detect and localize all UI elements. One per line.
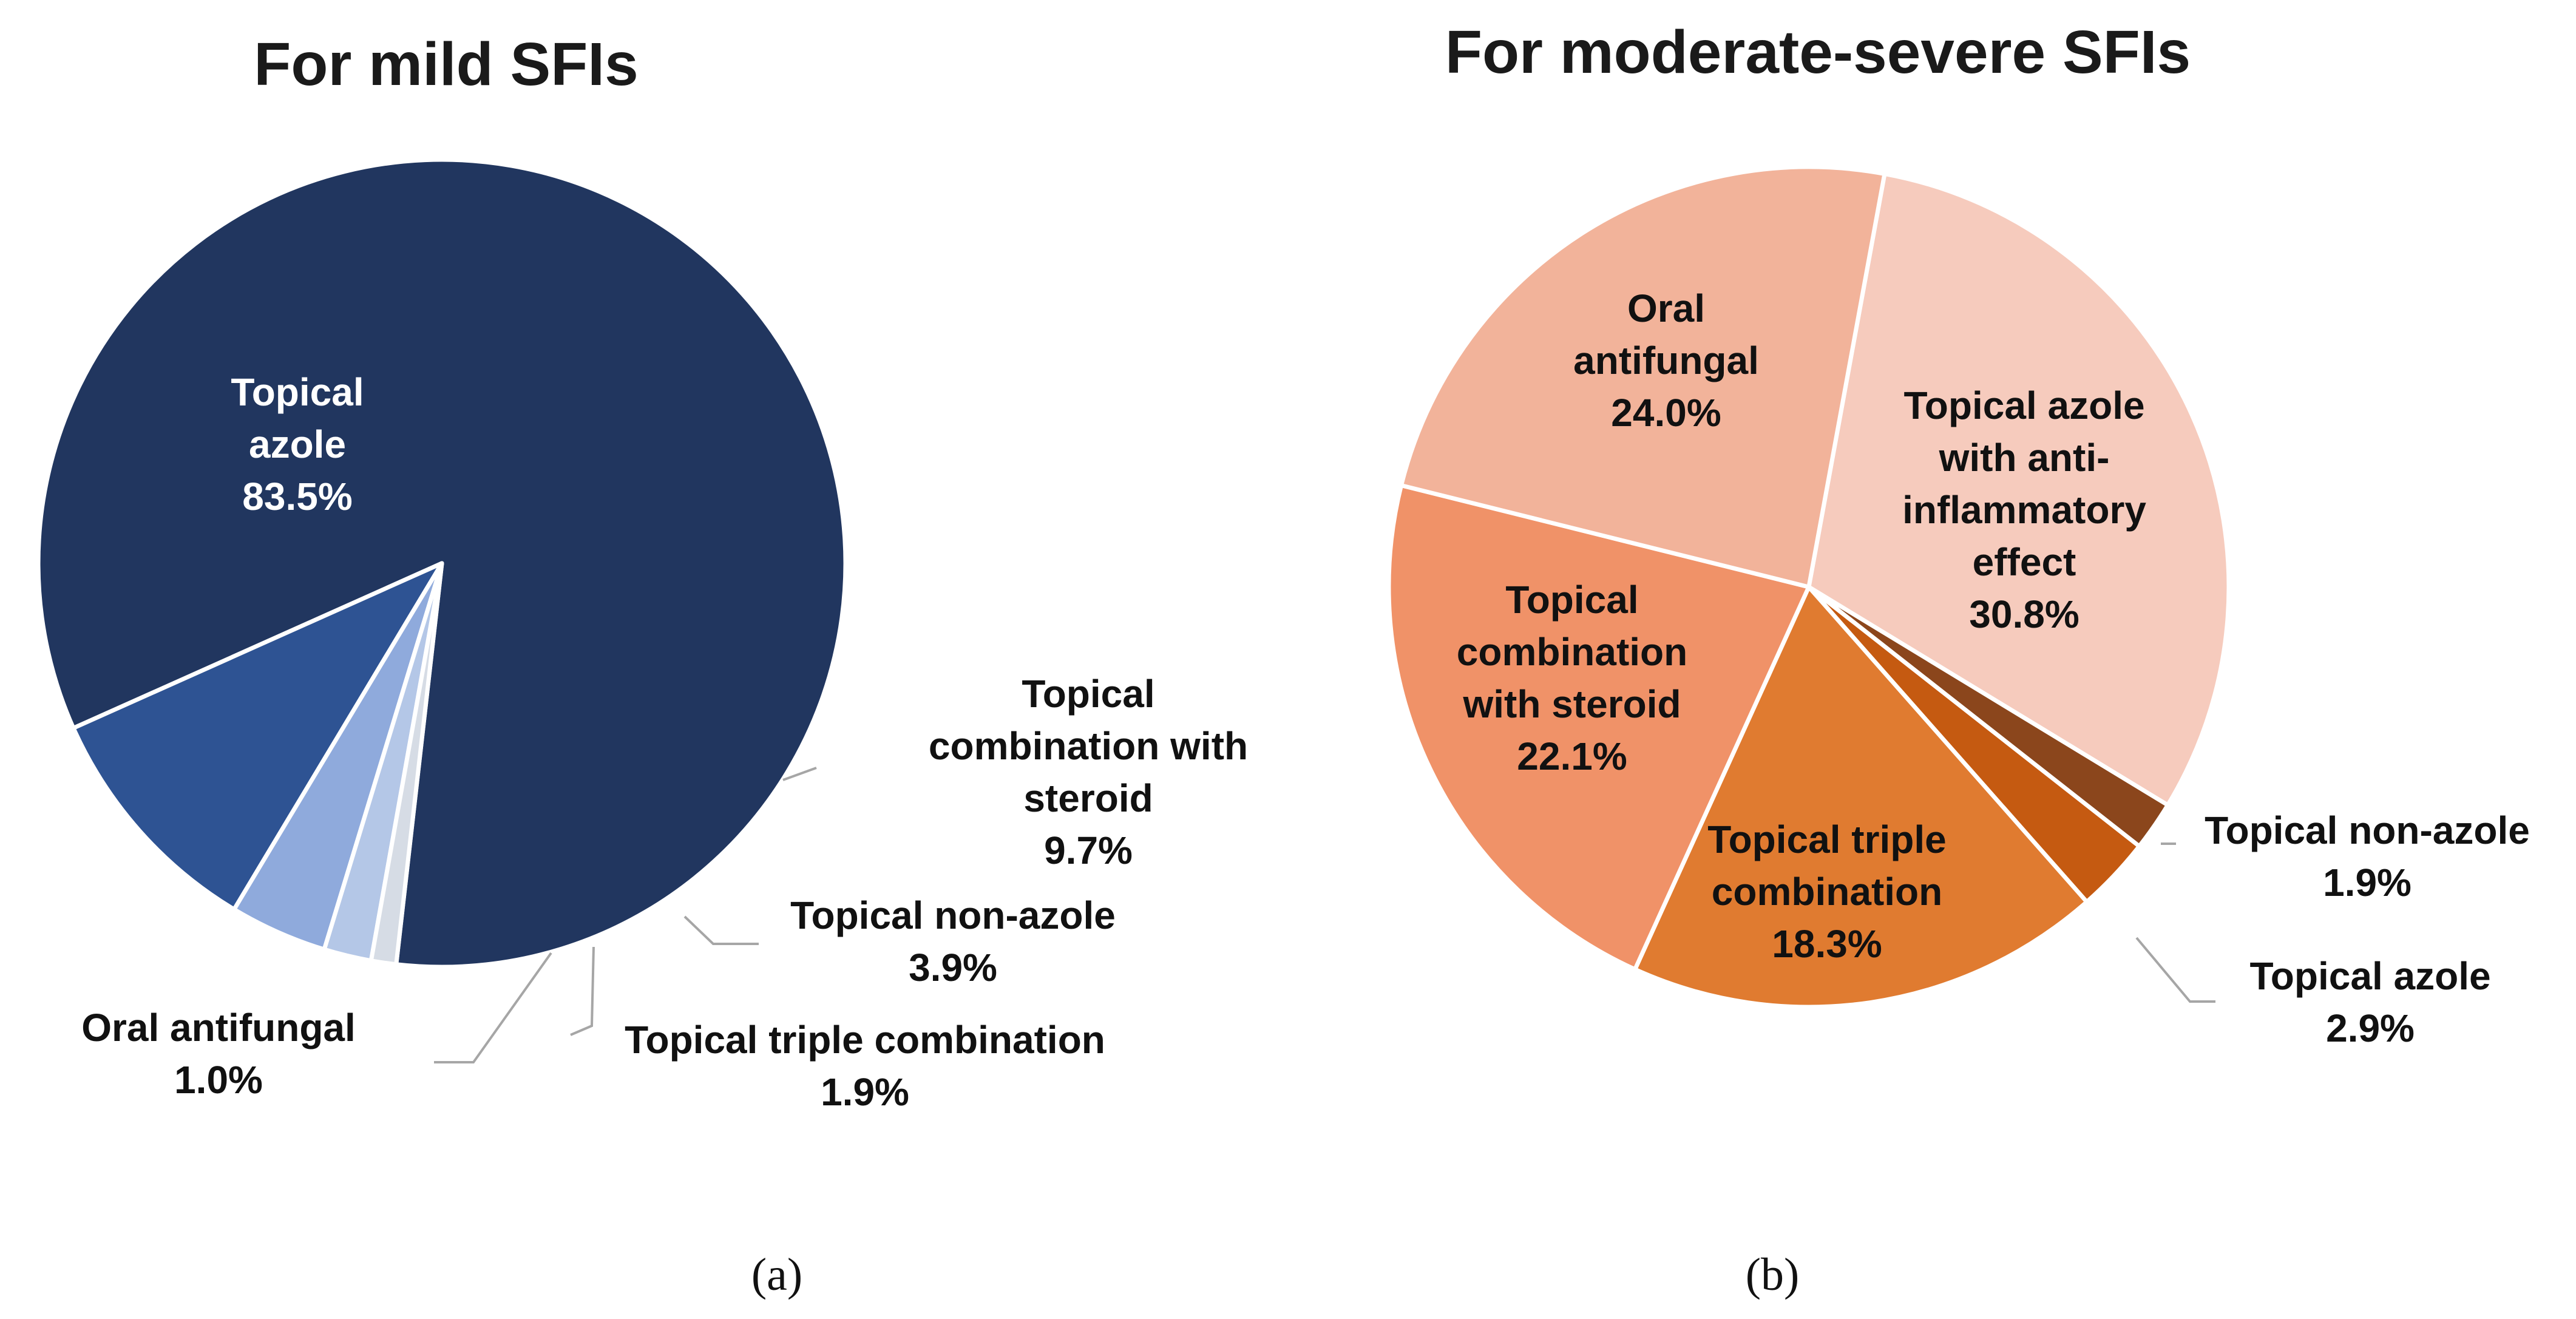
slice-value: 9.7%: [1044, 829, 1133, 872]
pie-slice-oral-antifungal: [1399, 164, 1887, 589]
slice-value: 83.5%: [242, 475, 352, 518]
slice-label-line: Topical: [1505, 578, 1638, 622]
slice-label-oral-antifungal: Oral antifungal 1.0%: [81, 1006, 356, 1102]
slice-label-line: with anti-: [1939, 436, 2110, 480]
pie-slices-mild: [36, 157, 848, 969]
slice-label-topical-azole: Topical azole 2.9%: [2249, 954, 2490, 1050]
slice-label-topical-combination-with-steroid: Topical combination with steroid 9.7%: [929, 672, 1248, 872]
slice-label-line: Topical non-azole: [2205, 809, 2530, 852]
slice-label-line: Topical: [231, 370, 364, 414]
slice-label-line: effect: [1973, 540, 2076, 584]
pie-slice-topical-triple-combination: [1633, 585, 2089, 1009]
leader-line-topical-azole: [2135, 937, 2215, 1003]
slice-labels-moderate-severe: Topical azole with anti-inflammatory effec…: [1457, 287, 2530, 1050]
slice-label-topical-azole: Topical azole 83.5%: [231, 370, 364, 518]
pie-chart-moderate-severe: For moderate-severe SFIs Topical azole wi…: [1386, 18, 2530, 1300]
leader-line-oral-antifungal: [434, 952, 552, 1063]
pie-slice-topical-combination-with-steroid: [71, 561, 444, 912]
slice-label-line: Oral: [1627, 287, 1705, 330]
slice-value: 2.9%: [2326, 1006, 2415, 1050]
slice-value: 30.8%: [1969, 592, 2079, 636]
chart-title-moderate-severe: For moderate-severe SFIs: [1445, 18, 2191, 86]
slice-value: 24.0%: [1611, 391, 1721, 435]
slice-label-topical-azole-with-anti-inflammatory-effect: Topical azole with anti-inflammatory effec…: [1902, 384, 2146, 636]
slice-value: 1.0%: [174, 1058, 263, 1102]
slice-label-line: Topical: [1022, 672, 1154, 716]
slice-label-line: antifungal: [1573, 339, 1759, 382]
leader-lines-moderate-severe: [2135, 843, 2215, 1003]
pie-slice-topical-combination-with-steroid: [1386, 483, 1811, 972]
slice-label-oral-antifungal: Oral antifungal 24.0%: [1573, 287, 1759, 435]
slice-label-topical-triple-combination: Topical triple combination 18.3%: [1707, 818, 1947, 966]
slice-label-line: combination: [1712, 870, 1942, 914]
slice-label-topical-non-azole: Topical non-azole 1.9%: [2205, 809, 2530, 904]
slice-labels-mild: Topical azole 83.5% Topical combination with…: [81, 370, 1248, 1114]
leader-line-topical-combination-with-steroid: [782, 767, 817, 781]
leader-line-topical-triple-combination: [570, 946, 595, 1036]
slice-label-topical-non-azole: Topical non-azole 3.9%: [790, 893, 1116, 989]
slice-value: 3.9%: [909, 946, 997, 989]
slice-label-topical-combination-with-steroid: Topical combination with steroid 22.1%: [1457, 578, 1687, 778]
slice-value: 22.1%: [1517, 734, 1627, 778]
chart-title-mild: For mild SFIs: [254, 30, 638, 98]
slice-label-line: Topical azole: [2249, 954, 2490, 998]
pie-slice-topical-azole-with-anti-inflammatory-effect: [1806, 171, 2231, 807]
slice-label-line: Oral antifungal: [81, 1006, 356, 1049]
slice-label-line: azole: [249, 422, 346, 466]
slice-value: 1.9%: [2323, 861, 2412, 904]
slice-value: 18.3%: [1772, 922, 1882, 966]
caption-b: (b): [1746, 1249, 1800, 1300]
slice-value: 1.9%: [821, 1070, 909, 1114]
slice-label-line: steroid: [1023, 776, 1153, 820]
pie-slices-moderate-severe: [1386, 164, 2231, 1009]
pie-slice-oral-antifungal: [368, 561, 444, 967]
leader-lines-mild: [434, 767, 817, 1063]
slice-label-line: with steroid: [1462, 682, 1681, 726]
slice-label-line: Topical non-azole: [790, 893, 1116, 937]
leader-line-topical-non-azole: [683, 915, 759, 945]
caption-a: (a): [751, 1249, 802, 1300]
slice-label-line: inflammatory: [1902, 488, 2146, 532]
slice-label-line: Topical triple: [1707, 818, 1947, 861]
slice-label-topical-triple-combination: Topical triple combination 1.9%: [625, 1018, 1105, 1114]
pie-chart-mild: For mild SFIs Topical azole 83.5% Topical co…: [36, 30, 1248, 1300]
slice-label-line: combination with: [929, 724, 1248, 768]
slice-label-line: combination: [1457, 630, 1687, 674]
slice-label-line: Topical azole: [1903, 384, 2144, 427]
slice-label-line: Topical triple combination: [625, 1018, 1105, 1062]
